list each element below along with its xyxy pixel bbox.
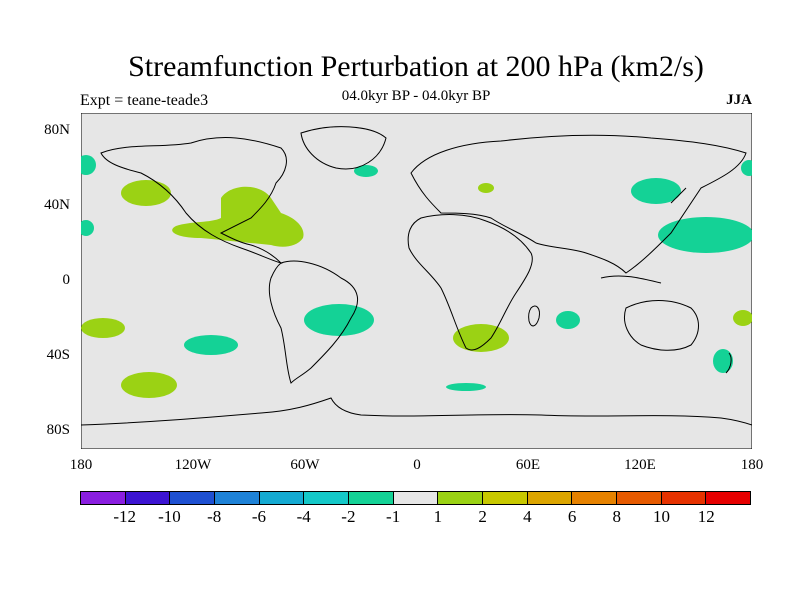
- colorbar-tick-label: -2: [341, 507, 356, 526]
- negative-region: [658, 217, 754, 253]
- lon-label: 60W: [290, 457, 320, 473]
- coastlines: [80, 126, 753, 426]
- lat-label: 40S: [46, 347, 70, 363]
- negative-region: [78, 220, 94, 236]
- negative-region: [631, 178, 681, 204]
- season-label: JJA: [726, 92, 752, 108]
- lat-label: 40N: [44, 197, 70, 213]
- colorbar-swatch: [215, 492, 260, 504]
- colorbar-swatch: [661, 492, 707, 504]
- positive-region: [81, 318, 125, 338]
- colorbar-swatch: [81, 492, 126, 504]
- colorbar-swatch: [572, 492, 618, 504]
- positive-anomalies: [81, 180, 753, 398]
- australia-coast: [624, 300, 699, 351]
- lat-label: 80N: [44, 122, 70, 138]
- colorbar-tick-label: -10: [158, 507, 181, 526]
- colorbar-tick-label: -8: [207, 507, 222, 526]
- colorbar-swatch: [617, 492, 662, 504]
- colorbar-swatch: [349, 492, 394, 504]
- antarctica-coast: [80, 397, 753, 426]
- colorbar-tick-label: 10: [653, 507, 671, 526]
- colorbar-swatch: [393, 492, 439, 504]
- colorbar-swatch: [483, 492, 528, 504]
- colorbar-tick-label: 6: [567, 507, 577, 526]
- negative-region: [713, 349, 733, 373]
- lon-label: 180: [740, 457, 764, 473]
- lon-label: 60E: [515, 457, 541, 473]
- negative-anomalies: [76, 155, 757, 391]
- indonesia-coast: [600, 275, 662, 284]
- lon-label: 180: [69, 457, 93, 473]
- lat-label: 80S: [46, 422, 70, 438]
- positive-region: [172, 186, 304, 247]
- negative-region: [354, 165, 378, 177]
- eurasia-coast: [410, 134, 747, 274]
- madagascar-coast: [528, 305, 540, 327]
- colorbar-tick-label: -6: [251, 507, 267, 526]
- colorbar-swatch: [304, 492, 350, 504]
- positive-region: [121, 372, 177, 398]
- lat-label: 0: [62, 272, 71, 288]
- colorbar-swatch: [706, 492, 751, 504]
- japan-coast: [670, 187, 687, 204]
- chart-title: Streamfunction Perturbation at 200 hPa (…: [128, 50, 704, 83]
- colorbar-tick-label: -1: [386, 507, 401, 526]
- colorbar-tick-label: 1: [433, 507, 443, 526]
- colorbar-tick-label: 4: [523, 507, 532, 526]
- negative-region: [184, 335, 238, 355]
- greenland-coast: [300, 126, 387, 170]
- period-label: 04.0kyr BP - 04.0kyr BP: [341, 88, 491, 104]
- colorbar-tick-label: 8: [612, 507, 622, 526]
- map-panel: [76, 112, 757, 450]
- colorbar-swatch: [125, 492, 171, 504]
- positive-region: [733, 310, 753, 326]
- colorbar-tick-label: 12: [697, 507, 715, 526]
- negative-region: [304, 304, 374, 336]
- negative-region: [446, 383, 486, 391]
- colorbar-swatch: [259, 492, 305, 504]
- africa-coast: [407, 214, 533, 351]
- experiment-label: Expt = teane-teade3: [80, 92, 209, 109]
- colorbar-swatch: [527, 492, 573, 504]
- colorbar-swatch: [170, 492, 216, 504]
- lon-label: 120W: [174, 457, 212, 473]
- new-zealand-coast: [725, 352, 732, 374]
- colorbar-tick-label: -4: [296, 507, 311, 526]
- south-america-coast: [268, 260, 359, 384]
- colorbar-tick-label: 2: [478, 507, 487, 526]
- colorbar-tick-label: -12: [113, 507, 137, 526]
- lon-label: 120E: [624, 457, 656, 473]
- positive-region: [478, 183, 494, 193]
- negative-region: [556, 311, 580, 329]
- negative-region: [76, 155, 96, 175]
- colorbar: [80, 491, 751, 505]
- map-svg: [76, 112, 757, 450]
- positive-region: [121, 180, 171, 206]
- colorbar-swatch: [438, 492, 484, 504]
- lon-label: 0: [413, 457, 421, 473]
- north-america-coast: [100, 137, 287, 264]
